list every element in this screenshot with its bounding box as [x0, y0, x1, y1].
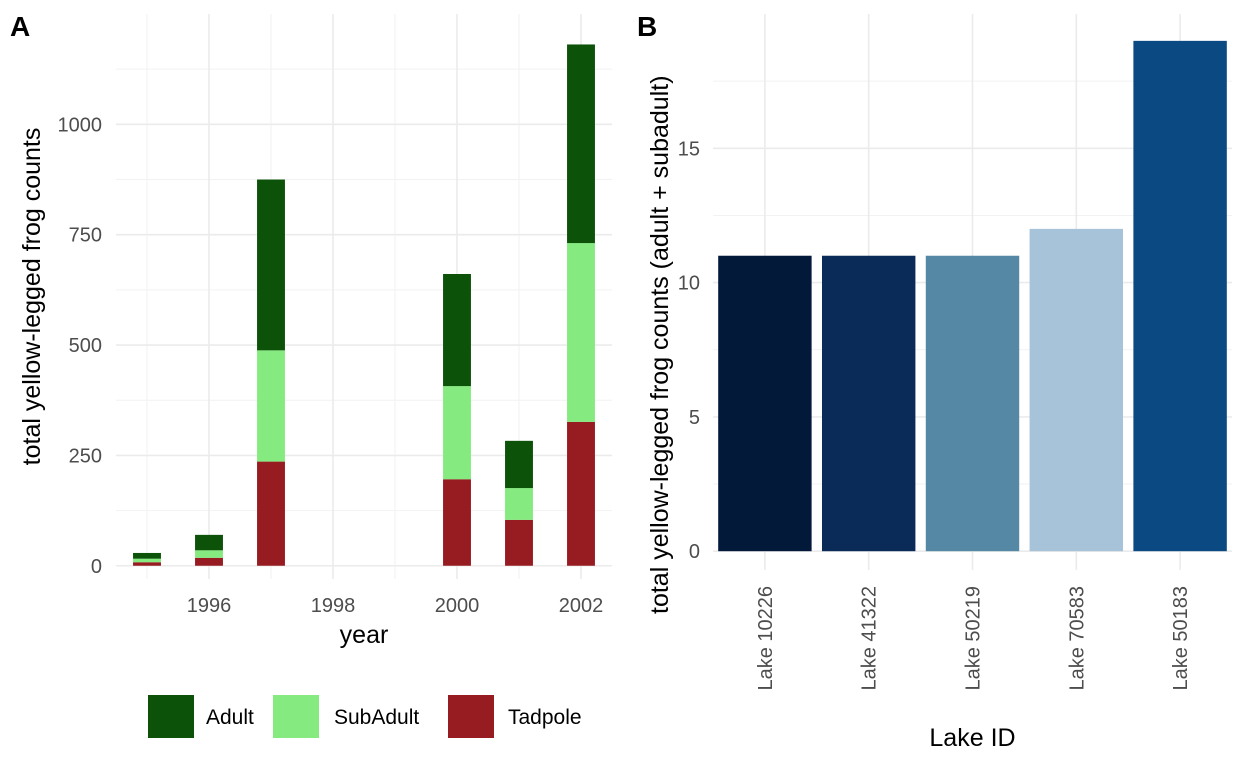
- panel-a-x-axis-title: year: [340, 621, 389, 649]
- bar-subadult-1995: [133, 558, 161, 563]
- panel-a-xtick-label: 1998: [311, 595, 356, 617]
- panel-a-y-axis-title: total yellow-legged frog counts: [18, 128, 46, 466]
- panel-b-tag: B: [637, 11, 657, 42]
- bar-subadult-1996: [195, 550, 223, 558]
- panel-a-ytick-label: 0: [91, 556, 102, 578]
- bar-adult-2001: [505, 440, 533, 489]
- bar-tadpole-2001: [505, 519, 533, 566]
- panel-b: 0 5 10 15 Lake 10226 Lake 41322 Lake 50219 Lake…: [637, 11, 1232, 752]
- panel-b-x-axis-title: Lake ID: [929, 724, 1015, 752]
- legend-key-subadult: [273, 695, 319, 738]
- panel-b-ytick-label: 5: [689, 407, 700, 429]
- bar-adult-2002: [567, 44, 595, 244]
- bar-lake-70583: [1029, 228, 1124, 552]
- bar-lake-50183: [1133, 40, 1227, 552]
- panel-a-ytick-label: 1000: [58, 114, 103, 136]
- bar-tadpole-2000: [443, 479, 471, 566]
- panel-a-xtick-label: 2000: [435, 595, 480, 617]
- panel-b-xtick-label: Lake 50219: [963, 586, 985, 691]
- panel-a-ytick-label: 750: [69, 225, 102, 247]
- panel-a-tag: A: [10, 11, 30, 42]
- bar-adult-2000: [443, 273, 471, 387]
- bar-subadult-2001: [505, 488, 533, 520]
- legend-label-subadult: SubAdult: [334, 706, 419, 729]
- bar-adult-1997: [257, 179, 285, 351]
- panel-a-ytick-label: 250: [69, 445, 102, 467]
- panel-a-xtick-label: 2002: [559, 595, 604, 617]
- bar-adult-1996: [195, 534, 223, 551]
- bar-tadpole-1996: [195, 557, 223, 566]
- legend-label-tadpole: Tadpole: [508, 706, 582, 729]
- bar-tadpole-1995: [133, 562, 161, 566]
- panel-b-ytick-label: 0: [689, 541, 700, 563]
- panel-a-xtick-label: 1996: [187, 595, 232, 617]
- legend-key-tadpole: [448, 695, 494, 738]
- bar-lake-10226: [718, 255, 812, 552]
- bar-tadpole-1997: [257, 461, 285, 566]
- panel-a-ytick-label: 500: [69, 335, 102, 357]
- panel-b-ytick-label: 10: [678, 273, 700, 295]
- panel-b-y-axis-title: total yellow-legged frog counts (adult +…: [646, 75, 674, 614]
- panel-b-ytick-label: 15: [678, 138, 700, 160]
- panel-b-xtick-label: Lake 41322: [859, 586, 881, 691]
- legend-key-adult: [148, 695, 194, 738]
- panel-b-xtick-label: Lake 70583: [1066, 586, 1088, 691]
- panel-a: 0 250 500 750 1000 1996 1998 2000 2002 year total …: [10, 11, 612, 738]
- panel-b-xtick-label: Lake 10226: [755, 586, 777, 691]
- legend-label-adult: Adult: [206, 706, 254, 729]
- bar-lake-50219: [925, 255, 1020, 552]
- bar-subadult-2002: [567, 243, 595, 422]
- bar-tadpole-2002: [567, 421, 595, 566]
- bar-adult-1995: [133, 552, 161, 559]
- bar-subadult-1997: [257, 350, 285, 462]
- bar-subadult-2000: [443, 386, 471, 480]
- panel-b-xtick-label: Lake 50183: [1170, 586, 1192, 691]
- bar-lake-41322: [821, 255, 916, 552]
